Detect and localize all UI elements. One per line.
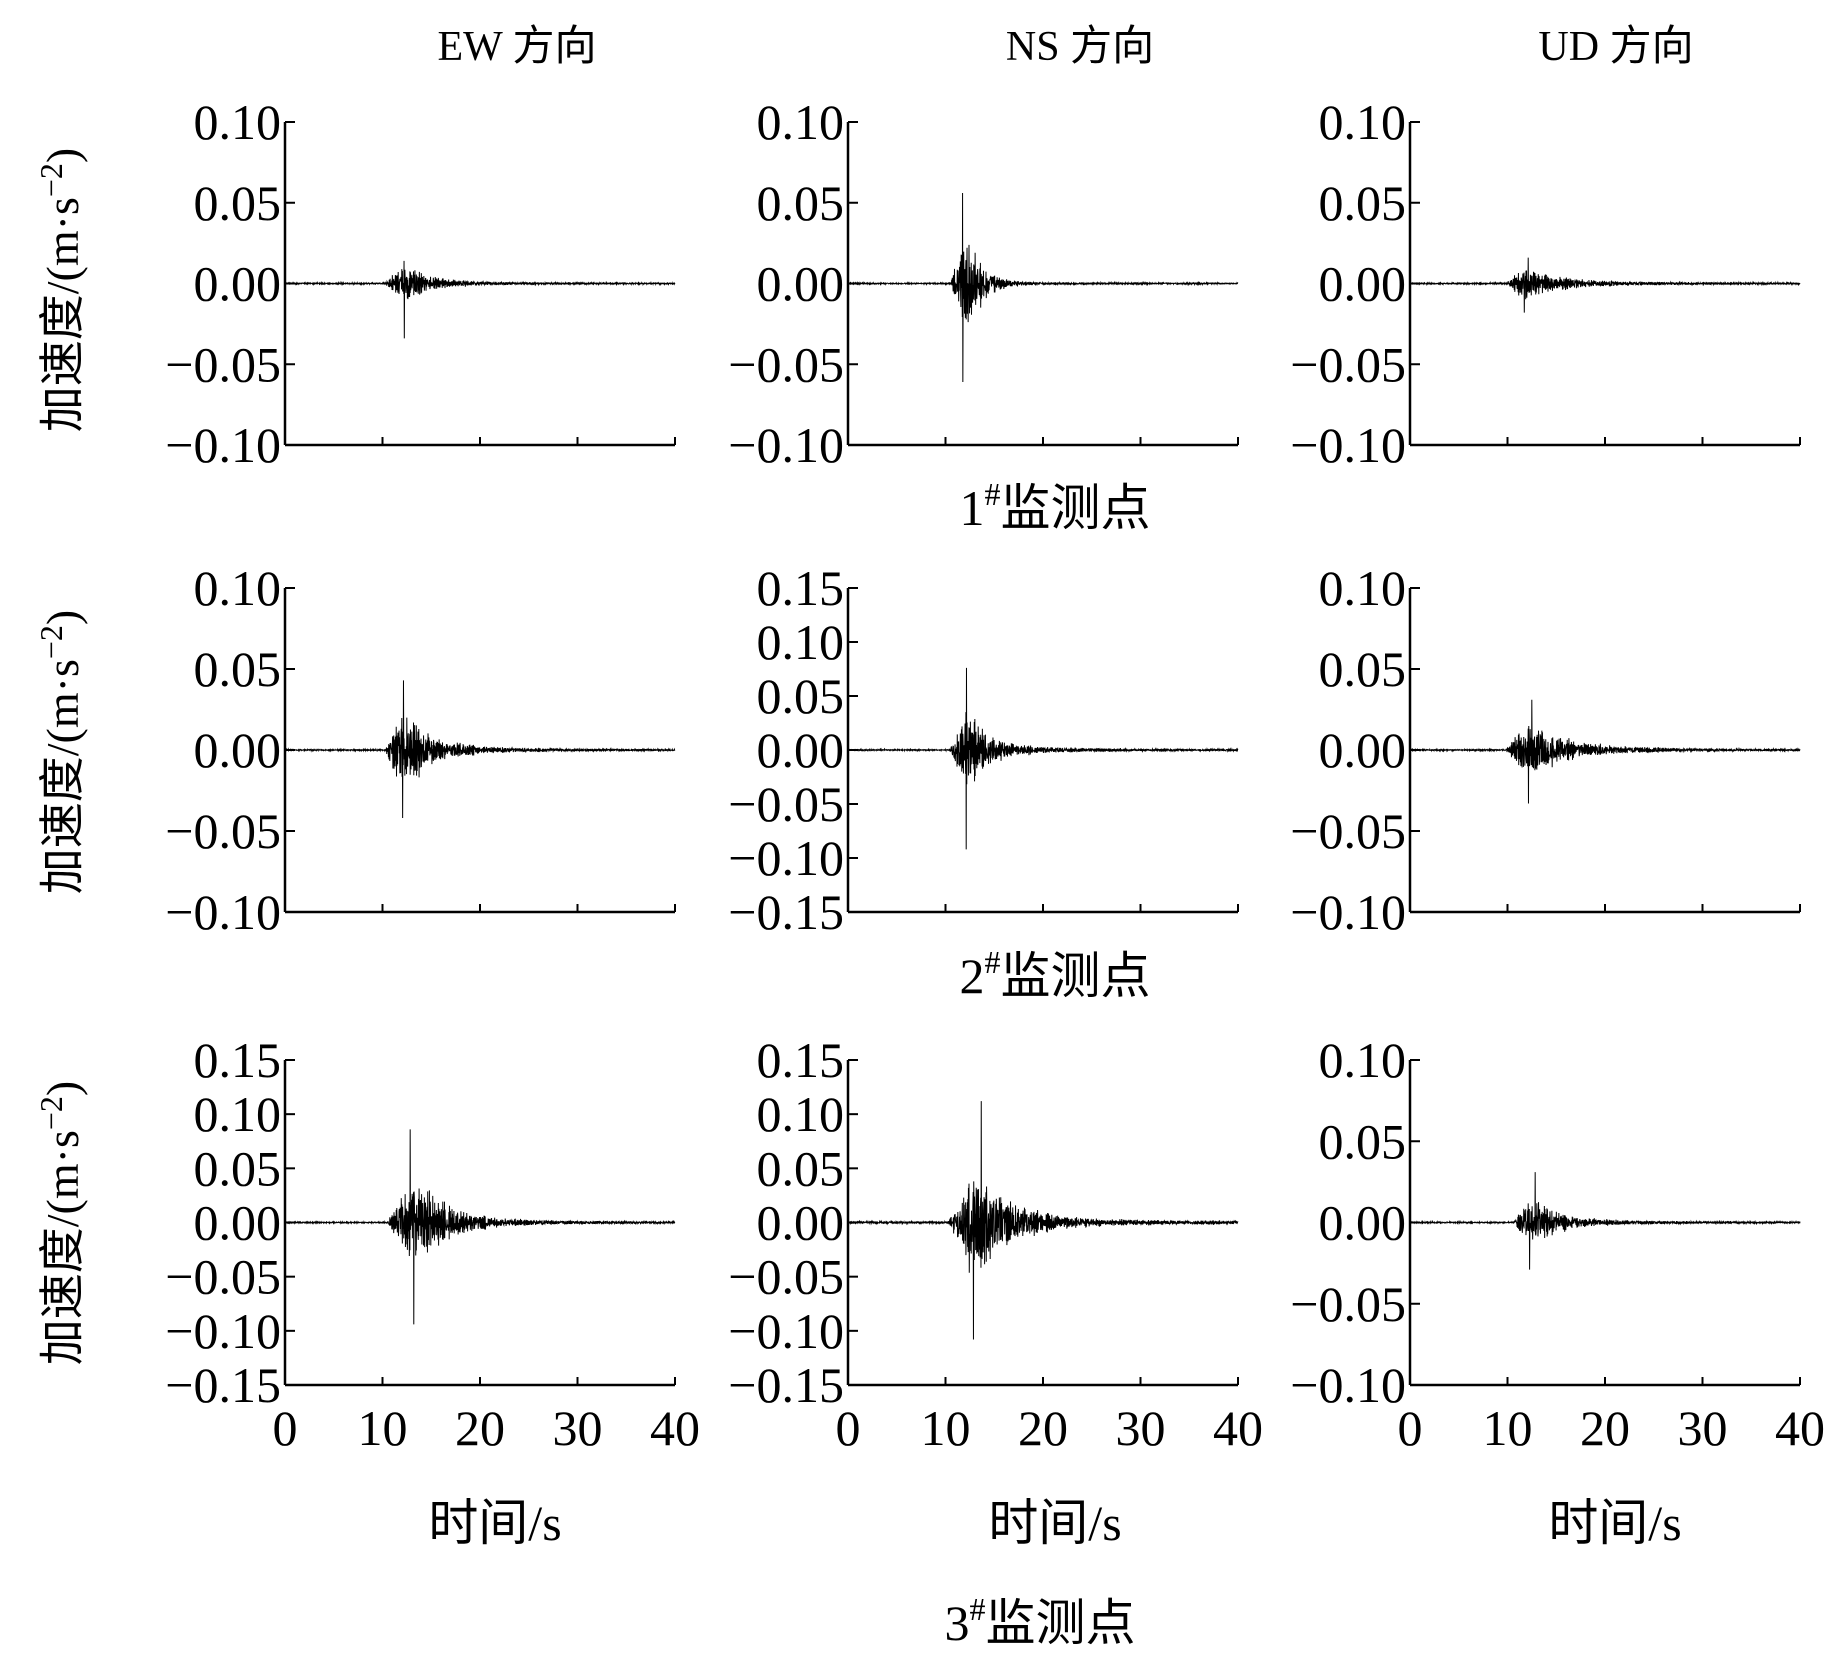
waveform-series bbox=[847, 193, 1239, 383]
y-tick-label: −0.05 bbox=[165, 1249, 281, 1305]
y-tick-label: −0.05 bbox=[728, 336, 844, 392]
row-label-3: 3#监测点 bbox=[945, 1591, 1136, 1651]
y-tick-label: 0.05 bbox=[1319, 1113, 1407, 1169]
y-tick-label: 0.00 bbox=[1319, 1195, 1407, 1251]
x-tick-label: 10 bbox=[1483, 1400, 1533, 1456]
waveform-series bbox=[284, 260, 676, 339]
y-tick-label: 0.15 bbox=[757, 560, 845, 616]
y-tick-label: 0.10 bbox=[757, 94, 845, 150]
waveform-series bbox=[1409, 257, 1801, 313]
x-tick-label: 40 bbox=[1213, 1400, 1263, 1456]
y-tick-label: −0.05 bbox=[1290, 336, 1406, 392]
y-tick-label: 0.00 bbox=[757, 722, 845, 778]
waveform-series bbox=[847, 667, 1239, 850]
subplot-2-ud: 0.10 0.05 0.00 −0.05 −0.10 bbox=[1290, 560, 1801, 940]
waveform-series bbox=[1409, 699, 1801, 804]
y-tick-label: 0.05 bbox=[194, 641, 282, 697]
waveform-series bbox=[1409, 1172, 1801, 1270]
x-tick-label: 30 bbox=[1678, 1400, 1728, 1456]
x-axis-title-ns: 时间/s bbox=[988, 1495, 1121, 1551]
subplot-3-ew: 0.150.100.050.00−0.05−0.10−0.150 10 20 30 40 bbox=[165, 1032, 700, 1456]
subplot-2-ns: 0.150.100.050.00−0.05−0.10−0.15 bbox=[728, 560, 1239, 940]
y-tick-label: 0.05 bbox=[194, 175, 282, 231]
x-tick-label: 10 bbox=[358, 1400, 408, 1456]
y-tick-label: 0.15 bbox=[757, 1032, 845, 1088]
y-tick-label: −0.10 bbox=[165, 884, 281, 940]
column-title-ew: EW 方向 bbox=[437, 24, 596, 70]
subplot-1-ud: 0.10 0.05 0.00 −0.05 −0.10 bbox=[1290, 94, 1801, 473]
subplot-2-ew: 0.10 0.05 0.00 −0.05 −0.10 bbox=[165, 560, 676, 940]
row-label-1: 1#监测点 bbox=[960, 476, 1151, 536]
subplot-1-ew: 0.10 0.05 0.00 −0.05 −0.10 bbox=[165, 94, 676, 473]
y-tick-label: 0.00 bbox=[757, 256, 845, 312]
x-tick-label: 20 bbox=[1018, 1400, 1068, 1456]
x-tick-label: 30 bbox=[553, 1400, 603, 1456]
x-tick-label: 10 bbox=[921, 1400, 971, 1456]
x-axis-title-ud: 时间/s bbox=[1548, 1495, 1681, 1551]
row-label-2: 2#监测点 bbox=[960, 944, 1151, 1004]
column-title-ud: UD 方向 bbox=[1538, 24, 1693, 70]
x-tick-label: 0 bbox=[1398, 1400, 1423, 1456]
y-tick-label: 0.05 bbox=[1319, 175, 1407, 231]
x-tick-label: 30 bbox=[1116, 1400, 1166, 1456]
y-tick-label: −0.05 bbox=[1290, 803, 1406, 859]
y-tick-label: −0.10 bbox=[1290, 884, 1406, 940]
waveform-series bbox=[847, 1101, 1239, 1340]
y-tick-label: −0.05 bbox=[728, 1249, 844, 1305]
y-tick-label: −0.10 bbox=[1290, 1357, 1406, 1413]
x-tick-label: 20 bbox=[1580, 1400, 1630, 1456]
y-tick-label: −0.10 bbox=[1290, 417, 1406, 473]
y-tick-label: −0.15 bbox=[728, 1357, 844, 1413]
y-tick-label: −0.10 bbox=[728, 417, 844, 473]
y-tick-label: 0.10 bbox=[757, 614, 845, 670]
y-tick-label: −0.05 bbox=[165, 336, 281, 392]
y-tick-label: 0.00 bbox=[194, 256, 282, 312]
y-tick-label: 0.10 bbox=[1319, 94, 1407, 150]
waveform-series bbox=[284, 680, 676, 819]
y-tick-label: 0.10 bbox=[194, 560, 282, 616]
y-tick-label: 0.15 bbox=[194, 1032, 282, 1088]
column-title-ns: NS 方向 bbox=[1006, 24, 1154, 70]
waveform-series bbox=[284, 1129, 676, 1325]
y-tick-label: −0.10 bbox=[728, 1303, 844, 1359]
y-tick-label: 0.10 bbox=[194, 1086, 282, 1142]
y-tick-label: 0.10 bbox=[757, 1086, 845, 1142]
y-tick-label: 0.05 bbox=[757, 668, 845, 724]
y-tick-label: −0.15 bbox=[728, 884, 844, 940]
y-axis-title-row1: 加速度/(m·s−2) bbox=[33, 148, 88, 432]
y-axis-title-row3: 加速度/(m·s−2) bbox=[33, 1081, 88, 1365]
y-tick-label: 0.05 bbox=[757, 175, 845, 231]
subplot-3-ud: 0.10 0.05 0.00 −0.05 −0.100 10 20 30 40 bbox=[1290, 1032, 1825, 1456]
y-tick-label: −0.05 bbox=[1290, 1276, 1406, 1332]
y-axis-title-row2: 加速度/(m·s−2) bbox=[33, 610, 88, 894]
y-tick-label: 0.05 bbox=[757, 1140, 845, 1196]
y-tick-label: 0.00 bbox=[194, 722, 282, 778]
y-tick-label: −0.10 bbox=[165, 417, 281, 473]
y-tick-label: 0.10 bbox=[1319, 1032, 1407, 1088]
y-tick-label: 0.00 bbox=[1319, 256, 1407, 312]
x-tick-label: 0 bbox=[836, 1400, 861, 1456]
x-tick-label: 20 bbox=[455, 1400, 505, 1456]
x-tick-label: 0 bbox=[273, 1400, 298, 1456]
y-tick-label: −0.05 bbox=[728, 776, 844, 832]
y-tick-label: 0.10 bbox=[1319, 560, 1407, 616]
x-tick-label: 40 bbox=[1775, 1400, 1825, 1456]
y-tick-label: 0.00 bbox=[757, 1195, 845, 1251]
subplot-3-ns: 0.150.100.050.00−0.05−0.10−0.150 10 20 30 40 bbox=[728, 1032, 1263, 1456]
y-tick-label: −0.10 bbox=[728, 830, 844, 886]
y-tick-label: −0.15 bbox=[165, 1357, 281, 1413]
y-tick-label: 0.05 bbox=[1319, 641, 1407, 697]
y-tick-label: 0.00 bbox=[1319, 722, 1407, 778]
y-tick-label: 0.10 bbox=[194, 94, 282, 150]
subplot-1-ns: 0.10 0.05 0.00 −0.05 −0.10 bbox=[728, 94, 1239, 473]
x-tick-label: 40 bbox=[650, 1400, 700, 1456]
x-axis-title-ew: 时间/s bbox=[428, 1495, 561, 1551]
y-tick-label: 0.00 bbox=[194, 1195, 282, 1251]
y-tick-label: 0.05 bbox=[194, 1140, 282, 1196]
y-tick-label: −0.10 bbox=[165, 1303, 281, 1359]
y-tick-label: −0.05 bbox=[165, 803, 281, 859]
